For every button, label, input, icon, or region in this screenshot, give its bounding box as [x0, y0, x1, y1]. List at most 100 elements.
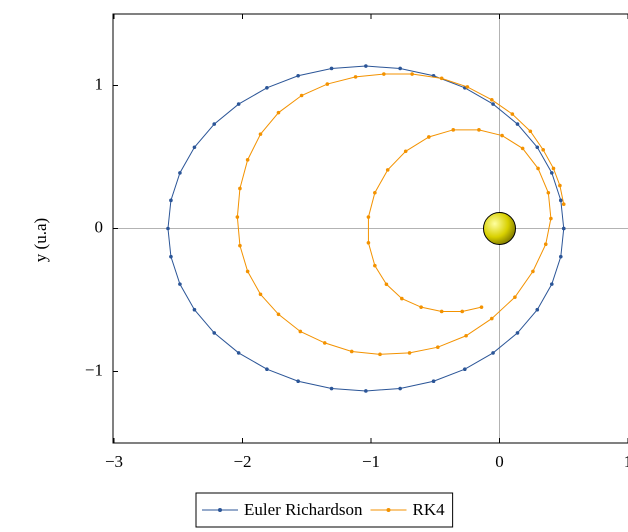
legend-swatch [218, 508, 222, 512]
data-point [439, 309, 444, 314]
plot-area [166, 64, 566, 393]
data-point [561, 226, 566, 231]
data-point [477, 128, 481, 132]
data-point [531, 269, 535, 274]
data-point [549, 282, 554, 286]
data-point [561, 202, 566, 206]
sun [483, 212, 516, 245]
x-tick-label: 1 [624, 452, 628, 471]
data-point [322, 341, 327, 345]
legend-label: Euler Richardson [244, 500, 363, 519]
data-point [464, 333, 468, 338]
data-point [373, 190, 377, 195]
data-point [212, 122, 217, 126]
data-point [236, 351, 241, 355]
data-point [238, 243, 242, 248]
data-point [528, 129, 533, 134]
data-point [265, 85, 269, 90]
data-point [431, 379, 436, 384]
data-point [558, 254, 563, 259]
data-point [366, 215, 371, 219]
data-point [398, 386, 402, 391]
data-point [385, 168, 390, 172]
data-point [245, 269, 250, 274]
data-point [403, 149, 408, 154]
data-point [235, 215, 240, 219]
data-point [491, 351, 495, 355]
data-point [169, 254, 173, 259]
data-point [515, 331, 520, 335]
x-tick-label: −3 [105, 452, 123, 471]
legend-swatch [386, 508, 391, 512]
x-tick-label: −1 [362, 452, 380, 471]
data-point [192, 145, 197, 150]
legend: Euler Richardson RK4 [195, 492, 454, 528]
data-point [378, 352, 382, 357]
data-point [535, 307, 540, 312]
data-point [520, 146, 525, 151]
data-point [491, 102, 495, 106]
data-point [549, 171, 554, 175]
data-point [551, 166, 556, 171]
data-point [329, 386, 334, 391]
data-point [382, 72, 386, 76]
y-tick-label: 0 [95, 217, 104, 236]
data-point [265, 367, 269, 372]
data-point [169, 198, 173, 203]
data-point [536, 166, 540, 171]
data-point [489, 98, 494, 102]
x-tick-label: −2 [233, 452, 251, 471]
data-point [500, 133, 504, 138]
data-point [364, 389, 368, 393]
y-tick-label: 1 [95, 74, 104, 93]
data-point [298, 329, 303, 334]
data-point [436, 345, 440, 349]
data-point [479, 305, 484, 309]
data-point [427, 135, 431, 139]
data-point [296, 73, 300, 78]
data-point [373, 263, 377, 268]
x-tick-label: 0 [495, 452, 504, 471]
data-point [276, 110, 281, 115]
data-point [366, 241, 371, 245]
y-axis-label: y (u.a) [31, 218, 50, 262]
data-point [353, 75, 358, 79]
data-point [419, 305, 423, 309]
data-point [541, 148, 545, 152]
data-point [558, 198, 563, 203]
data-point [178, 171, 182, 175]
data-point [364, 64, 368, 68]
data-point [465, 85, 470, 89]
data-point [258, 292, 263, 297]
data-point [166, 226, 170, 231]
data-point [549, 216, 553, 221]
data-point [558, 183, 562, 188]
data-point [212, 331, 217, 335]
data-point [245, 158, 250, 162]
data-point [325, 82, 330, 86]
data-point [192, 307, 197, 312]
data-point [329, 66, 334, 71]
data-point [515, 122, 520, 126]
data-point [463, 367, 467, 372]
data-point [407, 351, 412, 355]
data-point [400, 296, 404, 301]
series-line [236, 73, 565, 355]
legend-label: RK4 [413, 500, 446, 519]
data-point [546, 190, 551, 195]
data-point [238, 186, 242, 191]
data-point [299, 93, 304, 98]
data-point [451, 128, 456, 132]
data-point [460, 309, 465, 314]
data-point [236, 102, 241, 106]
data-point [258, 132, 263, 136]
data-point [513, 295, 517, 299]
data-point [543, 242, 548, 247]
data-point [535, 145, 540, 150]
data-point [384, 282, 389, 287]
data-point [439, 76, 444, 81]
data-point [349, 349, 354, 354]
data-point [398, 66, 402, 71]
data-point [489, 316, 494, 321]
